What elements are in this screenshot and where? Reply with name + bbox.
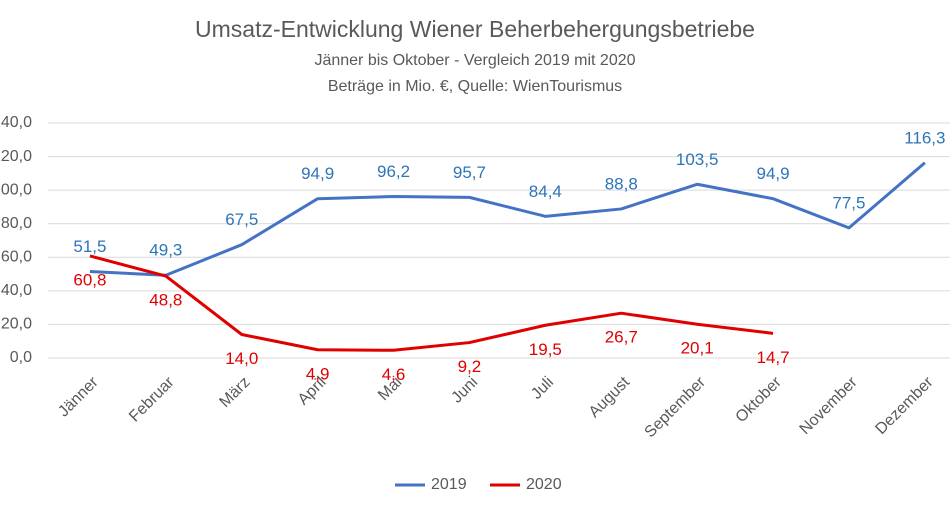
y-tick-label: 80,0 <box>1 215 32 232</box>
data-label: 67,5 <box>225 210 258 229</box>
x-tick-label: August <box>586 373 634 421</box>
y-tick-label: 60,0 <box>1 249 32 266</box>
y-tick-label: 140,0 <box>0 114 32 131</box>
x-tick-label: Februar <box>126 373 178 425</box>
chart-subtitle: Jänner bis Oktober - Vergleich 2019 mit … <box>314 52 635 69</box>
data-label: 19,5 <box>529 340 562 359</box>
series-line <box>89 161 926 277</box>
x-tick-label: März <box>216 374 253 411</box>
data-label: 4,6 <box>382 365 406 384</box>
data-label: 14,0 <box>225 349 258 368</box>
data-label: 49,3 <box>149 241 182 260</box>
data-label: 14,7 <box>757 348 790 367</box>
x-tick-label: November <box>797 373 862 438</box>
x-tick-label: Dezember <box>872 373 937 438</box>
y-tick-label: 20,0 <box>1 316 32 333</box>
data-label: 9,2 <box>458 357 482 376</box>
series-line <box>89 254 774 352</box>
y-tick-label: 100,0 <box>0 181 32 198</box>
x-tick-label: Juni <box>448 374 481 407</box>
data-label: 60,8 <box>73 270 106 289</box>
x-tick-label: Juli <box>528 374 557 403</box>
data-label: 94,9 <box>301 164 334 183</box>
data-label: 51,5 <box>73 237 106 256</box>
x-tick-label: Jänner <box>55 373 102 420</box>
y-tick-label: 120,0 <box>0 148 32 165</box>
data-label: 26,7 <box>605 328 638 347</box>
data-label: 4,9 <box>306 364 330 383</box>
data-label: 88,8 <box>605 174 638 193</box>
data-label: 95,7 <box>453 163 486 182</box>
legend-label: 2020 <box>526 476 562 493</box>
data-label: 20,1 <box>681 339 714 358</box>
chart-subtitle: Beträge in Mio. €, Quelle: WienTourismus <box>328 78 622 95</box>
data-label: 77,5 <box>832 193 865 212</box>
x-tick-label: Oktober <box>733 373 786 426</box>
data-label: 84,4 <box>529 182 562 201</box>
data-label: 94,9 <box>757 164 790 183</box>
data-label: 116,3 <box>904 128 945 147</box>
legend-label: 2019 <box>431 476 467 493</box>
chart-title: Umsatz-Entwicklung Wiener Beherbehergung… <box>195 16 755 42</box>
data-label: 96,2 <box>377 162 410 181</box>
y-tick-label: 40,0 <box>1 282 32 299</box>
data-label: 103,5 <box>676 150 719 169</box>
y-tick-label: 0,0 <box>10 349 32 366</box>
data-label: 48,8 <box>149 291 182 310</box>
x-tick-label: September <box>642 373 710 441</box>
